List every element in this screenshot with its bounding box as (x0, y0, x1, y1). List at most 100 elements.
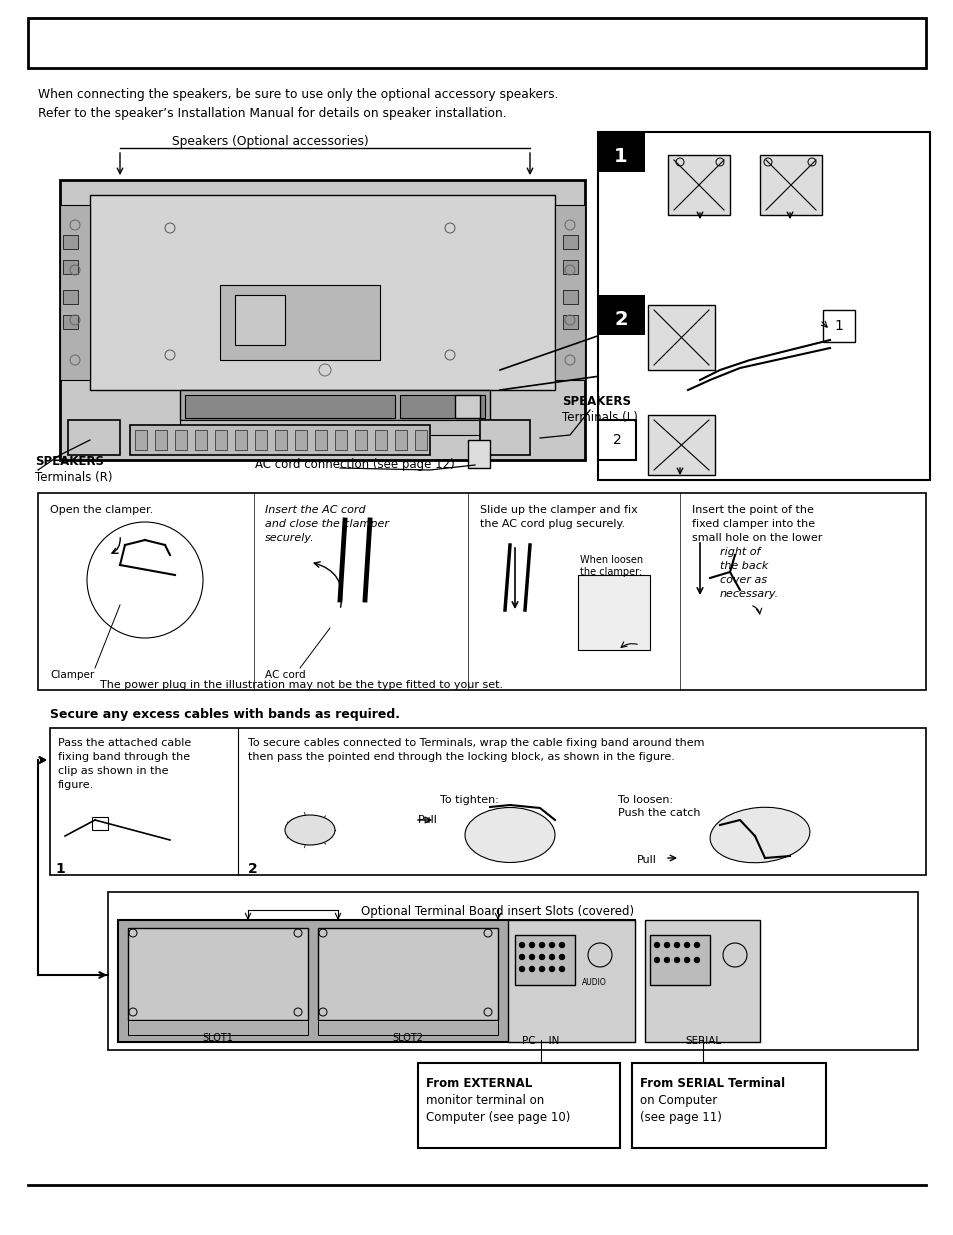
Circle shape (664, 957, 669, 962)
Text: From EXTERNAL: From EXTERNAL (426, 1077, 532, 1091)
Bar (220, 285, 379, 359)
Circle shape (519, 967, 524, 972)
Text: SLOT1: SLOT1 (202, 1032, 233, 1044)
Bar (118, 920, 635, 1042)
Text: When connecting the speakers, be sure to use only the optional accessory speaker: When connecting the speakers, be sure to… (38, 88, 558, 101)
Bar (667, 156, 729, 215)
Text: Insert the AC cord: Insert the AC cord (265, 505, 365, 515)
Text: then pass the pointed end through the locking block, as shown in the figure.: then pass the pointed end through the lo… (248, 752, 674, 762)
Text: AUDIO: AUDIO (581, 978, 606, 987)
Text: When loosen: When loosen (579, 555, 642, 564)
Bar (578, 576, 649, 650)
Bar (822, 310, 854, 342)
Bar (254, 430, 267, 450)
Bar (598, 132, 644, 172)
Text: To tighten:: To tighten: (439, 795, 498, 805)
Bar (598, 420, 636, 459)
Circle shape (539, 955, 544, 960)
Circle shape (529, 967, 534, 972)
Bar (395, 430, 407, 450)
Text: 1: 1 (55, 862, 65, 876)
Bar (60, 205, 90, 380)
Bar (63, 235, 78, 249)
Bar (128, 1020, 308, 1035)
Text: (see page 11): (see page 11) (639, 1112, 721, 1124)
Bar (399, 395, 484, 417)
Circle shape (674, 942, 679, 947)
Bar (317, 1020, 497, 1035)
Bar (479, 420, 530, 454)
Text: Refer to the speaker’s Installation Manual for details on speaker installation.: Refer to the speaker’s Installation Manu… (38, 107, 506, 120)
Text: Terminals (L): Terminals (L) (561, 411, 638, 424)
Text: Pass the attached cable: Pass the attached cable (58, 739, 191, 748)
Bar (185, 395, 395, 417)
Text: SPEAKERS: SPEAKERS (35, 454, 104, 468)
Text: and close the clamper: and close the clamper (265, 519, 389, 529)
Text: AC cord connection (see page 12): AC cord connection (see page 12) (254, 458, 455, 471)
Text: necessary.: necessary. (720, 589, 779, 599)
Circle shape (558, 955, 564, 960)
Text: small hole on the lower: small hole on the lower (691, 534, 821, 543)
Bar (63, 315, 78, 329)
Text: figure.: figure. (58, 781, 94, 790)
Text: monitor terminal on: monitor terminal on (426, 1094, 543, 1107)
Text: 2: 2 (614, 310, 627, 329)
Circle shape (539, 942, 544, 947)
Circle shape (549, 955, 554, 960)
Circle shape (694, 957, 699, 962)
Circle shape (519, 942, 524, 947)
Text: To loosen:: To loosen: (618, 795, 673, 805)
Text: Terminals (R): Terminals (R) (35, 471, 112, 484)
Bar (180, 390, 490, 420)
Bar (194, 430, 207, 450)
Text: Computer (see page 10): Computer (see page 10) (426, 1112, 570, 1124)
Bar (28, 19, 925, 68)
Bar (50, 727, 925, 876)
Text: AC cord: AC cord (265, 671, 305, 680)
Bar (647, 305, 714, 370)
Text: To secure cables connected to Terminals, wrap the cable fixing band around them: To secure cables connected to Terminals,… (248, 739, 703, 748)
Bar (135, 430, 147, 450)
Text: Pull: Pull (417, 815, 437, 825)
Bar (598, 132, 929, 480)
Bar (90, 195, 555, 390)
Text: fixing band through the: fixing band through the (58, 752, 190, 762)
Bar (562, 315, 578, 329)
Bar (415, 430, 427, 450)
Circle shape (529, 955, 534, 960)
Text: Push the catch: Push the catch (618, 808, 700, 818)
Text: Open the clamper.: Open the clamper. (50, 505, 153, 515)
Bar (631, 1063, 825, 1149)
Circle shape (558, 942, 564, 947)
Text: Secure any excess cables with bands as required.: Secure any excess cables with bands as r… (50, 708, 399, 721)
Text: Speakers (Optional accessories): Speakers (Optional accessories) (172, 135, 368, 148)
Circle shape (549, 967, 554, 972)
Ellipse shape (285, 815, 335, 845)
Text: clip as shown in the: clip as shown in the (58, 766, 169, 776)
Text: Insert the point of the: Insert the point of the (691, 505, 813, 515)
Circle shape (694, 942, 699, 947)
Bar (468, 440, 490, 468)
Bar (63, 290, 78, 304)
Bar (644, 920, 760, 1042)
Bar (234, 430, 247, 450)
Bar (647, 415, 714, 475)
Bar (507, 920, 635, 1042)
Bar (130, 425, 430, 454)
Bar (760, 156, 821, 215)
Circle shape (684, 957, 689, 962)
Bar (335, 430, 347, 450)
Text: The power plug in the illustration may not be the type fitted to your set.: The power plug in the illustration may n… (100, 680, 502, 690)
Text: the back: the back (720, 561, 767, 571)
Bar (562, 261, 578, 274)
Text: SERIAL: SERIAL (684, 1036, 720, 1046)
Bar (214, 430, 227, 450)
Bar (234, 295, 285, 345)
Text: Pull: Pull (637, 855, 657, 864)
Bar (294, 430, 307, 450)
Text: 1: 1 (834, 319, 842, 333)
Bar (515, 935, 575, 986)
Text: right of: right of (720, 547, 760, 557)
Bar (562, 235, 578, 249)
Bar (555, 205, 584, 380)
